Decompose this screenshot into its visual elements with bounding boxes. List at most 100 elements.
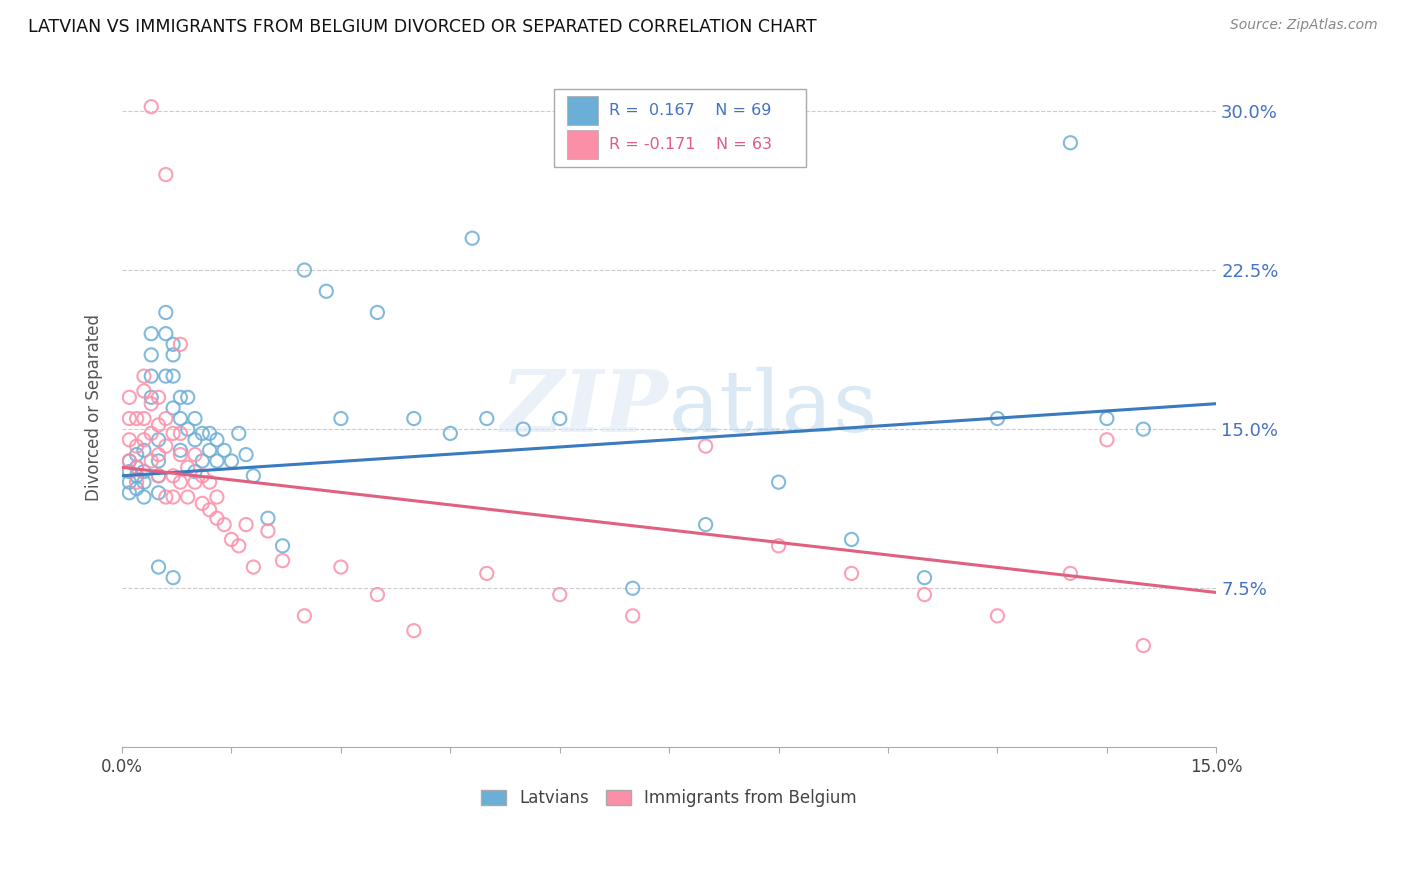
- Point: [177, 390, 200, 404]
- Point: [198, 502, 221, 516]
- Point: [148, 448, 170, 462]
- Point: [191, 454, 214, 468]
- Point: [141, 348, 163, 362]
- Point: [242, 560, 264, 574]
- Point: [169, 443, 191, 458]
- Point: [169, 426, 191, 441]
- Point: [271, 554, 294, 568]
- Point: [177, 422, 200, 436]
- Point: [191, 468, 214, 483]
- Point: [257, 511, 280, 525]
- Point: [132, 369, 155, 384]
- Point: [169, 475, 191, 490]
- Point: [155, 305, 177, 319]
- Point: [914, 571, 936, 585]
- Point: [125, 411, 148, 425]
- Point: [162, 490, 184, 504]
- Point: [461, 231, 484, 245]
- Point: [141, 390, 163, 404]
- Point: [205, 433, 228, 447]
- Point: [125, 482, 148, 496]
- Point: [986, 411, 1008, 425]
- Point: [198, 426, 221, 441]
- Point: [841, 566, 863, 581]
- Point: [169, 411, 191, 425]
- Point: [621, 581, 644, 595]
- Point: [548, 411, 571, 425]
- Point: [205, 490, 228, 504]
- Point: [132, 411, 155, 425]
- Point: [132, 490, 155, 504]
- Point: [191, 426, 214, 441]
- Point: [184, 475, 207, 490]
- Point: [191, 496, 214, 510]
- Point: [155, 439, 177, 453]
- Point: [1132, 422, 1154, 436]
- Point: [228, 426, 250, 441]
- Point: [141, 426, 163, 441]
- Point: [132, 475, 155, 490]
- Point: [548, 588, 571, 602]
- Point: [695, 517, 717, 532]
- Point: [155, 369, 177, 384]
- Point: [439, 426, 461, 441]
- Point: [148, 433, 170, 447]
- Point: [125, 475, 148, 490]
- Point: [125, 468, 148, 483]
- Point: [329, 560, 352, 574]
- Point: [155, 168, 177, 182]
- Point: [184, 433, 207, 447]
- Point: [169, 390, 191, 404]
- Point: [118, 411, 141, 425]
- Point: [148, 468, 170, 483]
- Point: [125, 460, 148, 475]
- Point: [162, 468, 184, 483]
- Point: [125, 460, 148, 475]
- Point: [169, 448, 191, 462]
- Point: [162, 401, 184, 415]
- Point: [148, 417, 170, 432]
- Point: [242, 468, 264, 483]
- Text: ZIP: ZIP: [502, 367, 669, 450]
- Point: [141, 369, 163, 384]
- Point: [914, 588, 936, 602]
- Point: [125, 439, 148, 453]
- Point: [118, 390, 141, 404]
- Point: [184, 448, 207, 462]
- Point: [198, 443, 221, 458]
- Point: [155, 326, 177, 341]
- Point: [118, 485, 141, 500]
- Point: [1095, 411, 1118, 425]
- Point: [148, 560, 170, 574]
- Point: [118, 465, 141, 479]
- FancyBboxPatch shape: [568, 130, 598, 159]
- Point: [315, 285, 337, 299]
- Point: [198, 475, 221, 490]
- Point: [212, 443, 235, 458]
- Point: [212, 517, 235, 532]
- Point: [768, 539, 790, 553]
- Point: [1095, 433, 1118, 447]
- Point: [132, 384, 155, 398]
- Point: [141, 100, 163, 114]
- Point: [118, 433, 141, 447]
- Point: [169, 337, 191, 351]
- Point: [162, 337, 184, 351]
- Text: R = -0.171    N = 63: R = -0.171 N = 63: [609, 137, 772, 152]
- Point: [118, 475, 141, 490]
- Point: [294, 263, 316, 277]
- Point: [402, 624, 425, 638]
- Point: [148, 454, 170, 468]
- Point: [402, 411, 425, 425]
- Point: [221, 454, 243, 468]
- Text: Source: ZipAtlas.com: Source: ZipAtlas.com: [1230, 18, 1378, 32]
- Point: [235, 517, 257, 532]
- Point: [184, 411, 207, 425]
- Point: [221, 533, 243, 547]
- Point: [177, 490, 200, 504]
- Point: [162, 348, 184, 362]
- Point: [162, 571, 184, 585]
- FancyBboxPatch shape: [568, 96, 598, 125]
- Point: [695, 439, 717, 453]
- Point: [205, 511, 228, 525]
